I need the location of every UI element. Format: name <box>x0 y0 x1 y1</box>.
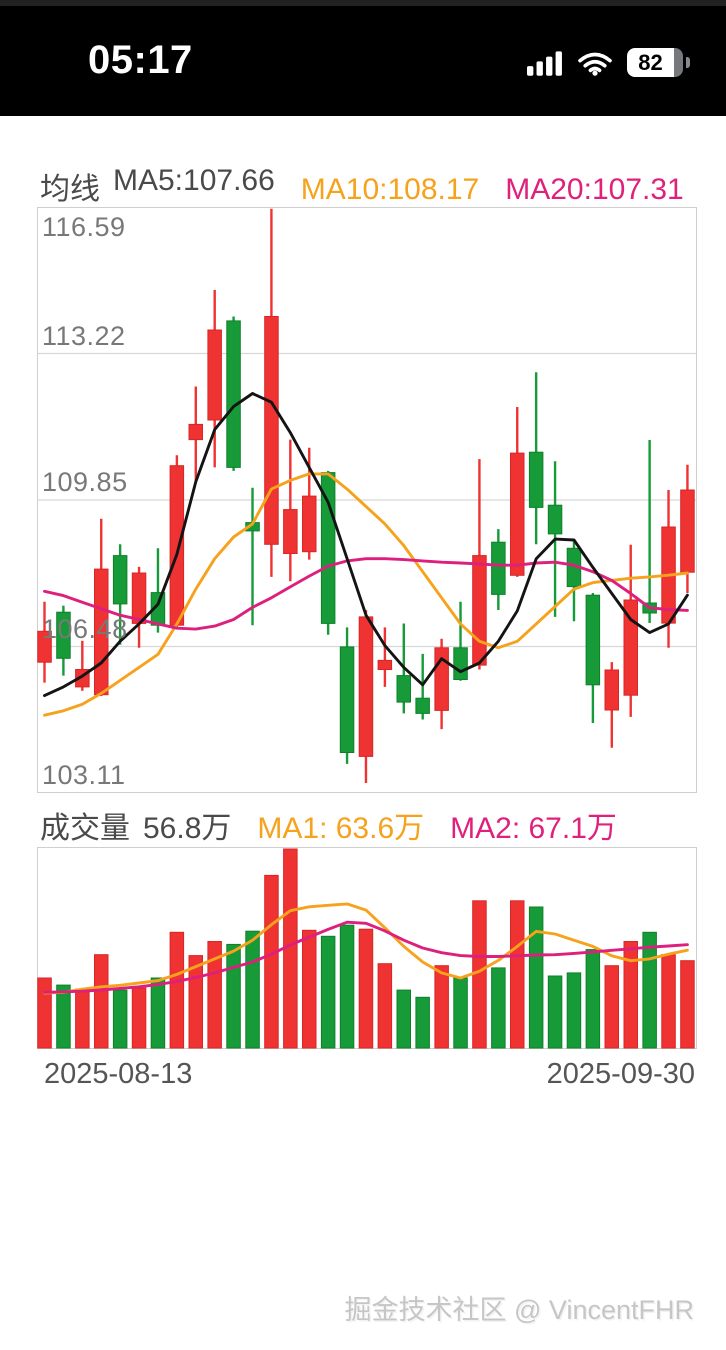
battery-percent-label: 82 <box>638 49 663 75</box>
vol-ma1-legend-value: MA1: 63.6万 <box>257 812 425 845</box>
candlestick-svg <box>37 207 697 793</box>
y-axis-tick: 109.85 <box>42 467 128 497</box>
volume-chart[interactable] <box>37 847 697 1049</box>
y-axis-tick: 113.22 <box>42 320 126 351</box>
price-legend: 均线 MA5:107.66 MA10:108.17 MA20:107.31 <box>40 164 684 208</box>
volume-legend-title: 成交量 <box>40 812 130 845</box>
ma20-legend-value: MA20:107.31 <box>505 173 684 206</box>
volume-current-value: 56.8万 <box>143 812 232 845</box>
status-time: 05:17 <box>88 38 193 82</box>
watermark: 掘金技术社区 @ VincentFHR <box>344 1295 694 1325</box>
cellular-signal-icon <box>527 50 562 76</box>
status-icons: 82 <box>527 48 690 77</box>
y-axis-tick: 106.48 <box>42 613 128 644</box>
status-bar-top-strip <box>0 0 726 6</box>
price-legend-title: 均线 <box>40 173 100 206</box>
volume-legend: 成交量 56.8万 MA1: 63.6万 MA2: 67.1万 <box>40 803 617 847</box>
ma10-legend-value: MA10:108.17 <box>300 173 480 206</box>
y-axis-tick: 103.11 <box>42 760 126 790</box>
x-axis-end-date: 2025-09-30 <box>546 1058 695 1090</box>
wifi-icon <box>578 52 612 76</box>
volume-svg <box>37 847 697 1049</box>
battery-icon: 82 <box>627 48 683 77</box>
battery-nub <box>686 57 690 68</box>
status-bar: 05:17 82 <box>0 0 726 116</box>
candlestick-chart[interactable]: 116.59 113.22 109.85 106.48 103.11 <box>37 207 697 793</box>
ma5-legend-value: MA5:107.66 <box>113 164 275 197</box>
y-axis-tick: 116.59 <box>42 212 126 242</box>
vol-ma2-legend-value: MA2: 67.1万 <box>450 812 617 845</box>
x-axis-start-date: 2025-08-13 <box>44 1058 193 1090</box>
